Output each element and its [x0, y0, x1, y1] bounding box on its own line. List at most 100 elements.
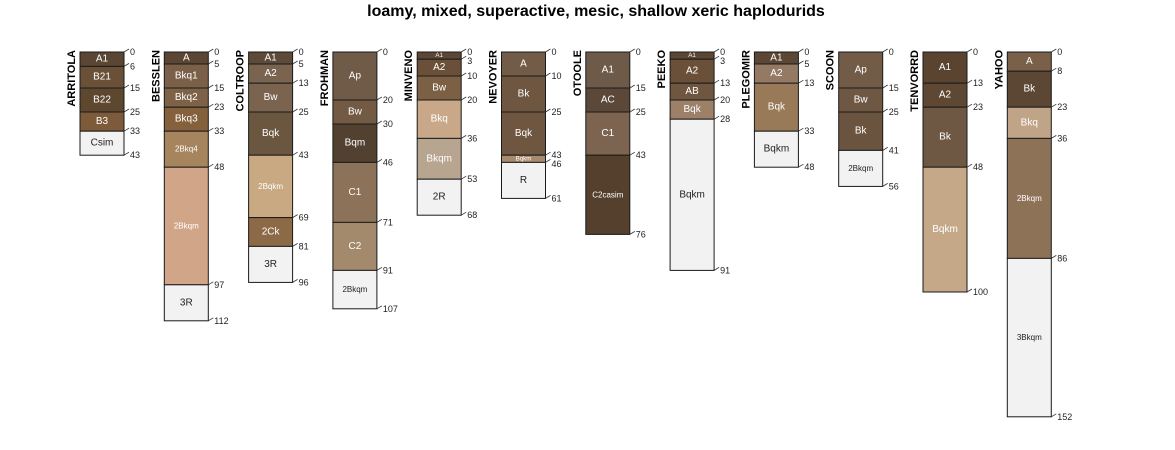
horizon-label: A	[1026, 56, 1033, 67]
depth-label: 36	[1057, 133, 1067, 143]
depth-tick	[966, 103, 973, 108]
depth-tick	[713, 96, 720, 101]
horizon-label: Ap	[349, 71, 362, 82]
horizon-label: Bqk	[768, 102, 786, 113]
depth-tick	[208, 60, 214, 65]
horizon-label: 3R	[264, 259, 277, 270]
depth-tick	[882, 183, 888, 187]
horizon-label: A1	[96, 54, 109, 65]
depth-tick	[545, 48, 551, 53]
horizon-block	[501, 161, 546, 199]
depth-label: 43	[299, 150, 309, 160]
depth-label: 8	[1057, 66, 1062, 76]
horizon-label: Bqkm	[679, 189, 705, 200]
depth-tick	[460, 55, 467, 60]
depth-tick	[629, 48, 636, 53]
depth-tick	[798, 79, 804, 84]
depth-label: 20	[720, 95, 730, 105]
depth-tick	[292, 243, 298, 247]
profile-name: PLEGOMIR	[740, 50, 752, 109]
depth-tick	[545, 195, 551, 199]
profile-name: ARRITOLA	[66, 50, 78, 107]
depth-tick	[292, 79, 298, 84]
depth-label: 25	[130, 107, 140, 117]
horizon-label: Bkq1	[175, 71, 198, 82]
horizon-label: A1	[939, 62, 952, 73]
depth-tick	[208, 317, 214, 322]
profile-name: BESSLEN	[150, 50, 162, 102]
depth-tick	[1051, 103, 1057, 108]
horizon-block	[585, 154, 631, 235]
horizon-label: 2Bkqm	[1017, 194, 1042, 203]
depth-label: 48	[214, 162, 224, 172]
depth-label: 0	[889, 47, 894, 57]
horizon-label: C1	[601, 128, 614, 139]
horizon-label: A2	[939, 90, 952, 101]
depth-label: 25	[299, 107, 309, 117]
depth-label: 33	[130, 126, 140, 136]
horizon-block	[838, 111, 884, 151]
horizon-block	[585, 111, 631, 156]
horizon-block	[416, 178, 462, 216]
depth-tick	[208, 84, 214, 89]
depth-label: 56	[889, 181, 899, 191]
depth-tick	[123, 63, 130, 67]
depth-tick	[460, 72, 467, 77]
horizon-label: Bk	[855, 126, 868, 137]
horizon-block	[1006, 106, 1052, 139]
horizon-label: C2casim	[592, 190, 623, 199]
horizon-label: Bqm	[345, 138, 366, 149]
depth-tick	[376, 96, 383, 101]
horizon-label: A1	[264, 53, 277, 64]
profile-name: FROHMAN	[319, 50, 331, 106]
depth-label: 0	[973, 47, 978, 57]
depth-tick	[460, 96, 467, 101]
profile-tenvorrd: TENVORRD A1 A2 Bk Bqkm 0 13 23 48 100	[909, 47, 988, 297]
depth-label: 0	[1057, 47, 1062, 57]
horizon-label: 2Bkqm	[342, 285, 367, 294]
profile-name: PEEKO	[656, 50, 668, 89]
depth-label: 20	[383, 95, 393, 105]
depth-label: 86	[1057, 253, 1067, 263]
depth-tick	[123, 48, 130, 53]
horizon-label: Bkqm	[426, 153, 452, 164]
horizon-block	[332, 221, 378, 271]
depth-label: 10	[552, 71, 562, 81]
profile-peeko: PEEKO A1 A2 AB Bqk Bqkm 03 13 20 28 91	[656, 47, 730, 275]
depth-tick	[882, 108, 888, 113]
depth-tick	[629, 231, 636, 235]
horizon-block	[669, 118, 715, 271]
horizon-block	[501, 111, 546, 156]
horizon-block	[922, 166, 968, 293]
profile-name: YAHOO	[993, 50, 1005, 90]
horizon-label: Bkq	[431, 114, 448, 125]
depth-tick	[545, 108, 551, 113]
horizon-block	[1006, 137, 1052, 259]
depth-tick	[798, 163, 804, 168]
horizon-label: Csim	[91, 138, 114, 149]
profile-otoole: OTOOLE A1 AC C1 C2casim 0 15 25 43 76	[572, 47, 646, 239]
depth-label: 91	[720, 265, 730, 275]
horizon-label: A2	[264, 68, 277, 79]
depth-label: 23	[214, 102, 224, 112]
horizon-label: C1	[349, 187, 362, 198]
depth-label: 13	[804, 78, 814, 88]
depth-tick	[208, 103, 214, 108]
depth-label: 43	[130, 150, 140, 160]
depth-tick	[713, 48, 720, 53]
horizon-block	[922, 106, 968, 168]
depth-tick	[460, 175, 467, 180]
horizon-label: Bqk	[683, 104, 701, 115]
horizon-block	[585, 87, 631, 113]
depth-tick	[1051, 135, 1057, 139]
depth-label: 5	[804, 59, 809, 69]
horizon-label: B22	[93, 95, 111, 106]
horizon-label: 3Bkqm	[1017, 333, 1042, 342]
depth-tick	[208, 163, 214, 168]
depth-label: 5	[299, 59, 304, 69]
horizon-block	[585, 51, 631, 89]
horizon-label: 2Bqkm	[258, 182, 283, 191]
depth-tick	[292, 108, 298, 113]
depth-tick	[545, 72, 551, 77]
depth-tick	[798, 127, 804, 132]
